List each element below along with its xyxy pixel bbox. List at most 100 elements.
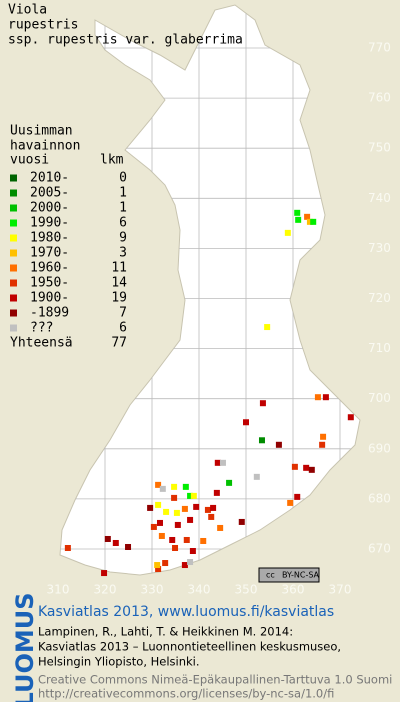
observation — [210, 504, 217, 511]
observation — [322, 394, 329, 401]
y-tick-label: 670 — [368, 542, 391, 556]
observation — [183, 536, 190, 543]
citation: Lampinen, R., Lahti, T. & Heikkinen M. 2… — [38, 625, 293, 639]
x-tick-label: 310 — [47, 583, 70, 597]
legend-count: 14 — [111, 276, 127, 291]
x-tick-label: 370 — [329, 583, 352, 597]
observation — [306, 218, 313, 225]
observation — [101, 570, 108, 577]
legend-label: 1990- — [30, 216, 69, 231]
observation — [174, 521, 181, 528]
observation — [204, 506, 211, 513]
badge-cc: cc — [266, 571, 275, 580]
y-tick-label: 740 — [368, 191, 391, 205]
observation — [162, 560, 169, 567]
observation — [155, 566, 162, 573]
license-badge: cc BY-NC-SA — [258, 567, 320, 583]
tick-labels: 310 320 330 340 350 360 3706706806907007107207… — [47, 41, 391, 597]
observation — [187, 492, 194, 499]
observations — [64, 209, 354, 577]
x-tick-label: 320 — [94, 583, 117, 597]
observation — [294, 209, 301, 216]
citation: Helsingin Yliopisto, Helsinki. — [38, 655, 200, 669]
title-line: ssp. rupestris var. glaberrima — [8, 33, 243, 48]
observation — [294, 493, 301, 500]
legend-count: 6 — [119, 216, 127, 231]
legend-count: 1 — [119, 186, 127, 201]
observation — [112, 539, 119, 546]
observation — [172, 544, 179, 551]
license: http://creativecommons.org/licenses/by-n… — [38, 687, 334, 701]
observation — [347, 414, 354, 421]
legend-swatch — [10, 294, 17, 302]
observation — [64, 544, 71, 551]
x-tick-label: 340 — [188, 583, 211, 597]
y-tick-label: 720 — [368, 291, 391, 305]
legend-count: 7 — [119, 306, 127, 321]
observation — [147, 504, 154, 511]
observation — [214, 459, 221, 466]
observation — [258, 437, 265, 444]
observation — [125, 543, 132, 550]
observation — [217, 524, 224, 531]
legend-label: 1950- — [30, 276, 69, 291]
observation — [190, 492, 197, 499]
observation — [189, 548, 196, 555]
legend-label: 2010- — [30, 171, 69, 186]
observation — [181, 505, 188, 512]
badge-text: BY-NC-SA — [282, 571, 320, 580]
x-tick-label: 360 — [282, 583, 305, 597]
observation — [238, 518, 245, 525]
title-line: rupestris — [8, 18, 78, 33]
legend-total-label: Yhteensä — [10, 336, 73, 351]
observation — [304, 213, 311, 220]
legend-count: 6 — [119, 321, 127, 336]
legend-count: 1 — [119, 201, 127, 216]
observation — [213, 489, 220, 496]
y-tick-label: 690 — [368, 441, 391, 455]
legend-swatch — [10, 249, 17, 257]
legend-label: -1899 — [30, 306, 69, 321]
citation: Kasviatlas 2013 – Luonnontieteellinen ke… — [38, 640, 341, 654]
y-tick-label: 680 — [368, 491, 391, 505]
observation — [295, 216, 302, 223]
observation — [173, 509, 180, 516]
observation — [291, 463, 298, 470]
footer-heading: Kasviatlas 2013, www.luomus.fi/kasviatla… — [38, 604, 334, 620]
observation — [259, 400, 266, 407]
y-tick-label: 710 — [368, 341, 391, 355]
y-tick-label: 750 — [368, 141, 391, 155]
y-tick-label: 770 — [368, 41, 391, 55]
legend-swatch — [10, 189, 17, 197]
license: Creative Commons Nimeä-Epäkaupallinen-Ta… — [38, 673, 392, 687]
legend-count: 19 — [111, 291, 127, 306]
observation — [287, 499, 294, 506]
observation — [193, 503, 200, 510]
logo: LUOMUS — [11, 593, 39, 702]
observation — [150, 523, 157, 530]
observation — [308, 466, 315, 473]
legend-header: Uusimman — [10, 124, 73, 139]
y-tick-label: 760 — [368, 91, 391, 105]
observation — [158, 532, 165, 539]
legend-swatch — [10, 309, 17, 317]
observation — [187, 516, 194, 523]
observation — [319, 441, 326, 448]
observation — [171, 494, 178, 501]
legend-count-header: lkm — [100, 153, 124, 168]
observation — [320, 433, 327, 440]
observation — [182, 483, 189, 490]
legend-count: 9 — [119, 231, 127, 246]
observation — [264, 324, 271, 331]
observation — [155, 481, 162, 488]
observation — [104, 535, 111, 542]
x-tick-label: 350 — [235, 583, 258, 597]
land — [59, 4, 361, 576]
legend-swatch — [10, 174, 17, 182]
legend: Uusimman havainnon vuosi lkm 2010- 0 2005-… — [10, 124, 127, 351]
legend-label: 1900- — [30, 291, 69, 306]
legend-swatch — [10, 219, 17, 227]
observation — [155, 501, 162, 508]
